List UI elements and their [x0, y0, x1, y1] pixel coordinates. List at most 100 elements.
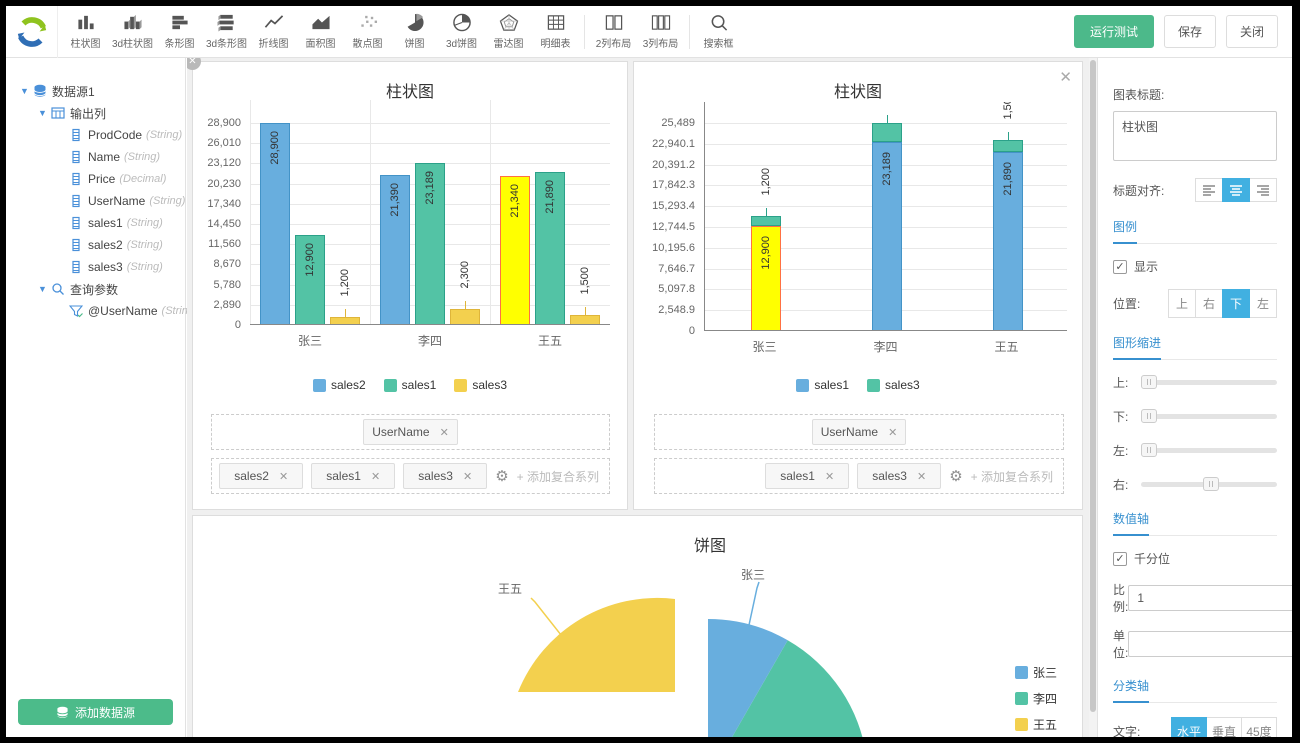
field-chip-sales1[interactable]: sales1 ✕ — [311, 463, 396, 489]
legend-position-option-右[interactable]: 右 — [1195, 289, 1223, 318]
dimension-drop-zone[interactable]: UserName ✕ — [211, 414, 610, 450]
field-chip-sales1[interactable]: sales1 ✕ — [765, 463, 850, 489]
close-button[interactable]: 关闭 — [1225, 15, 1278, 48]
legend-item-sales3[interactable]: sales3 — [867, 378, 920, 392]
bar-segment-sales3-王五[interactable] — [992, 140, 1023, 153]
legend-position-option-左[interactable]: 左 — [1249, 289, 1277, 318]
legend-position-option-上[interactable]: 上 — [1168, 289, 1196, 318]
dimension-drop-zone[interactable]: UserName ✕ — [654, 414, 1064, 450]
legend-item-sales3[interactable]: sales3 — [454, 378, 507, 392]
remove-chip-icon[interactable]: ✕ — [278, 470, 289, 483]
remove-chip-icon[interactable]: ✕ — [824, 470, 835, 483]
toolbar-item-layout-2col[interactable]: 2列布局 — [590, 13, 637, 50]
pie-slice-王五-exploded[interactable] — [518, 597, 675, 692]
bar-sales2-李四[interactable] — [380, 175, 410, 324]
tree-item-数据源1[interactable]: ▼ 数据源1 — [6, 80, 185, 102]
add-composite-series-button[interactable]: + 添加复合系列 — [516, 469, 599, 484]
toolbar-item-bar-chart[interactable]: 柱状图 — [62, 13, 109, 50]
remove-chip-icon[interactable]: ✕ — [916, 470, 927, 483]
bar-sales2-张三[interactable] — [260, 123, 290, 324]
tree-item-@UserName[interactable]: @UserName (String) — [6, 300, 198, 322]
remove-chip-icon[interactable]: ✕ — [370, 470, 381, 483]
legend-item-王五[interactable]: 王五 — [1015, 716, 1057, 733]
bar-segment-sales1-李四[interactable] — [871, 141, 902, 330]
legend-item-李四[interactable]: 李四 — [1015, 690, 1057, 707]
app-logo[interactable] — [6, 6, 58, 58]
series-settings-gear-icon[interactable]: ⚙ — [495, 468, 509, 485]
x-axis-category-label[interactable]: 张三 — [297, 334, 322, 348]
bar-segment-sales3-张三[interactable] — [750, 215, 781, 226]
chart-title-input[interactable]: 柱状图 — [1113, 111, 1277, 161]
legend-item-张三[interactable]: 张三 — [1015, 664, 1057, 681]
bar-sales3-李四[interactable] — [450, 308, 480, 324]
tree-item-输出列[interactable]: ▼ 输出列 — [6, 102, 185, 124]
legend-item-sales2[interactable]: sales2 — [312, 378, 366, 392]
slider-thumb[interactable] — [1203, 477, 1220, 491]
x-axis-category-label[interactable]: 张三 — [752, 340, 777, 354]
align-right-icon[interactable] — [1249, 178, 1277, 202]
canvas-scrollbar[interactable] — [1089, 58, 1097, 737]
ratio-input[interactable] — [1128, 585, 1292, 611]
bar-sales1-张三[interactable] — [295, 234, 325, 324]
unit-input[interactable] — [1128, 631, 1292, 657]
bar-chart-panel-1[interactable]: ✕ 柱状图 28,900 12,900 1,200 21,390 23,189 2,300… — [187, 58, 628, 510]
align-left-icon[interactable] — [1195, 178, 1223, 202]
field-chip-UserName[interactable]: UserName ✕ — [811, 419, 907, 445]
bar-sales2-王五[interactable] — [500, 175, 530, 324]
measure-drop-zone[interactable]: sales1 ✕ sales3 ✕ ⚙ + 添加复合系列 — [654, 458, 1064, 494]
toolbar-item-area-chart[interactable]: 面积图 — [297, 13, 344, 50]
tree-item-sales1[interactable]: sales1 (String) — [6, 212, 185, 234]
slider-track[interactable] — [1141, 477, 1277, 491]
x-axis-category-label[interactable]: 王五 — [994, 340, 1019, 354]
delete-panel-icon[interactable]: ✕ — [187, 58, 201, 70]
caret-down-icon[interactable]: ▼ — [38, 108, 47, 118]
field-chip-sales3[interactable]: sales3 ✕ — [403, 463, 488, 489]
toolbar-item-search[interactable]: 搜索框 — [695, 13, 742, 50]
legend-item-sales1[interactable]: sales1 — [383, 378, 436, 392]
x-axis-category-label[interactable]: 李四 — [873, 340, 898, 354]
toolbar-item-scatter-chart[interactable]: 散点图 — [344, 13, 391, 50]
remove-chip-icon[interactable]: ✕ — [888, 426, 898, 439]
save-button[interactable]: 保存 — [1163, 15, 1216, 48]
toolbar-item-line-chart[interactable]: 折线图 — [250, 13, 297, 50]
bar-chart-panel-2[interactable]: ✕ 柱状图 12,900 1,200 23,189 2,300 21,890 1,500 0… — [633, 61, 1083, 510]
tree-item-sales3[interactable]: sales3 (String) — [6, 256, 185, 278]
series-settings-gear-icon[interactable]: ⚙ — [949, 468, 963, 485]
toolbar-item-hbar-chart[interactable]: 条形图 — [156, 13, 203, 50]
legend-item-sales1[interactable]: sales1 — [796, 378, 849, 392]
field-chip-UserName[interactable]: UserName ✕ — [363, 419, 458, 445]
axis-text-option-45度[interactable]: 45度 — [1241, 717, 1277, 737]
tree-item-UserName[interactable]: UserName (String) — [6, 190, 185, 212]
tree-item-ProdCode[interactable]: ProdCode (String) — [6, 124, 185, 146]
legend-position-option-下[interactable]: 下 — [1222, 289, 1250, 318]
bar-sales1-李四[interactable] — [415, 162, 445, 324]
caret-down-icon[interactable]: ▼ — [38, 284, 47, 294]
add-datasource-button[interactable]: 添加数据源 — [18, 699, 173, 725]
field-chip-sales3[interactable]: sales3 ✕ — [857, 463, 942, 489]
bar-sales3-张三[interactable] — [330, 316, 360, 324]
axis-text-option-垂直[interactable]: 垂直 — [1206, 717, 1242, 737]
run-test-button[interactable]: 运行测试 — [1073, 15, 1154, 48]
bar-sales1-王五[interactable] — [535, 171, 565, 324]
toolbar-item-pie-chart-3d[interactable]: 3d饼图 — [438, 13, 485, 50]
thousand-separator-checkbox[interactable]: ✓ 千分位 — [1113, 550, 1277, 567]
toolbar-item-layout-3col[interactable]: 3列布局 — [637, 13, 684, 50]
bar-segment-sales1-王五[interactable] — [992, 152, 1023, 330]
align-center-icon[interactable] — [1222, 178, 1250, 202]
x-axis-category-label[interactable]: 李四 — [417, 334, 442, 348]
axis-text-option-水平[interactable]: 水平 — [1171, 717, 1207, 737]
toolbar-item-pie-chart[interactable]: 饼图 — [391, 13, 438, 50]
slider-track[interactable] — [1141, 409, 1277, 423]
tree-item-Price[interactable]: Price (Decimal) — [6, 168, 185, 190]
toolbar-item-radar-chart[interactable]: 雷达图 — [485, 13, 532, 50]
bar-sales3-王五[interactable] — [570, 314, 600, 324]
pie-chart-panel[interactable]: 饼图 张三 王五 张三 李四 王五 — [192, 515, 1083, 737]
slider-thumb[interactable] — [1141, 443, 1157, 457]
pie-slice-李四[interactable] — [570, 640, 868, 737]
add-composite-series-button[interactable]: + 添加复合系列 — [970, 469, 1053, 484]
slider-track[interactable] — [1141, 375, 1277, 389]
toolbar-item-detail-table[interactable]: 明细表 — [532, 13, 579, 50]
slider-thumb[interactable] — [1141, 375, 1157, 389]
caret-down-icon[interactable]: ▼ — [20, 86, 29, 96]
field-chip-sales2[interactable]: sales2 ✕ — [219, 463, 304, 489]
